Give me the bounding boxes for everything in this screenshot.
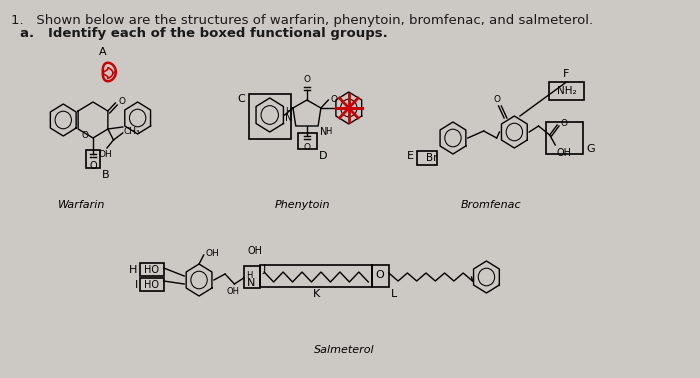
Text: Br: Br bbox=[426, 153, 438, 163]
Bar bbox=[139, 278, 164, 291]
Text: O: O bbox=[376, 270, 384, 280]
Text: CH₃: CH₃ bbox=[124, 127, 140, 135]
Bar bbox=[87, 150, 101, 168]
Text: L: L bbox=[391, 289, 397, 299]
Text: C: C bbox=[238, 94, 246, 104]
Text: O: O bbox=[89, 161, 97, 171]
Text: Phenytoin: Phenytoin bbox=[274, 200, 330, 210]
Text: O: O bbox=[494, 95, 500, 104]
Text: F: F bbox=[564, 69, 570, 79]
Bar bbox=[260, 265, 372, 287]
Text: K: K bbox=[313, 289, 320, 299]
Text: OH: OH bbox=[247, 246, 262, 256]
Text: O: O bbox=[330, 94, 337, 104]
Text: O: O bbox=[303, 75, 310, 84]
Text: I: I bbox=[134, 280, 138, 290]
Bar bbox=[249, 94, 291, 139]
Text: E: E bbox=[407, 151, 414, 161]
Bar bbox=[546, 122, 583, 154]
Text: H: H bbox=[246, 271, 253, 280]
Bar bbox=[416, 151, 438, 165]
Text: N: N bbox=[285, 113, 292, 123]
Bar bbox=[298, 133, 317, 149]
Text: Bromfenac: Bromfenac bbox=[461, 200, 521, 210]
Text: NH₂: NH₂ bbox=[556, 86, 576, 96]
Text: HO: HO bbox=[144, 265, 159, 275]
Text: Warfarin: Warfarin bbox=[57, 200, 105, 210]
Text: O: O bbox=[81, 132, 88, 141]
Text: N: N bbox=[320, 127, 328, 137]
Text: OH: OH bbox=[206, 249, 219, 259]
Text: OH: OH bbox=[556, 148, 571, 158]
Text: Salmeterol: Salmeterol bbox=[314, 345, 375, 355]
Text: D: D bbox=[319, 151, 328, 161]
Text: B: B bbox=[102, 170, 110, 180]
Text: H: H bbox=[326, 127, 332, 136]
Text: OH: OH bbox=[98, 150, 112, 159]
Text: J: J bbox=[262, 264, 265, 274]
Text: O: O bbox=[118, 96, 125, 105]
Text: a.   Identify each of the boxed functional groups.: a. Identify each of the boxed functional… bbox=[20, 27, 388, 40]
Text: G: G bbox=[586, 144, 594, 154]
Bar bbox=[549, 82, 584, 100]
Bar bbox=[244, 266, 260, 288]
Text: OH: OH bbox=[227, 287, 240, 296]
Text: H: H bbox=[130, 265, 138, 275]
Text: O: O bbox=[303, 143, 310, 152]
Bar bbox=[139, 263, 164, 276]
Text: A: A bbox=[99, 47, 106, 57]
Text: O: O bbox=[561, 119, 568, 129]
Text: HO: HO bbox=[144, 280, 159, 290]
Text: N: N bbox=[246, 278, 255, 288]
Bar bbox=[372, 265, 389, 287]
Text: 1.   Shown below are the structures of warfarin, phenytoin, bromfenac, and salme: 1. Shown below are the structures of war… bbox=[11, 14, 594, 27]
Text: H: H bbox=[285, 107, 291, 116]
